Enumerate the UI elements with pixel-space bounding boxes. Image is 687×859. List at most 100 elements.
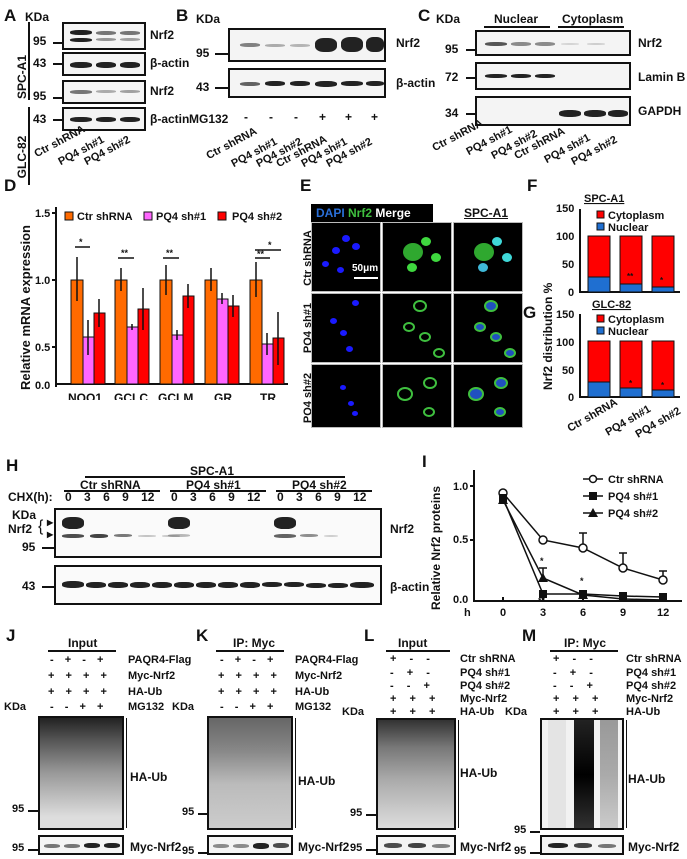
channel-dapi: DAPI <box>316 206 345 220</box>
svg-text:PQ4 sh#2: PQ4 sh#2 <box>608 508 658 520</box>
kda-label: KDa <box>25 10 50 24</box>
row-signs: - - + + <box>50 701 104 713</box>
kda-label: KDa <box>505 706 528 718</box>
svg-text:0.0: 0.0 <box>453 594 468 606</box>
nrf2-bracket-label: Nrf2 <box>8 522 33 536</box>
svg-text:Ctr shRNA: Ctr shRNA <box>77 211 133 223</box>
svg-text:Nuclear: Nuclear <box>608 326 649 338</box>
row-label: PAQR4-Flag <box>128 654 192 666</box>
image-nrf2 <box>382 364 452 428</box>
protein-label: HA-Ub <box>130 770 168 784</box>
marker-kda: 34 <box>445 106 459 120</box>
marker-kda: 43 <box>196 80 210 94</box>
panel-label: H <box>6 456 19 475</box>
svg-text:Cytoplasm: Cytoplasm <box>608 210 664 222</box>
blot-beta-actin <box>62 107 146 131</box>
protein-label: β-actin <box>396 76 436 90</box>
svg-text:150: 150 <box>556 309 574 321</box>
protein-label: Myc-Nrf2 <box>130 840 182 854</box>
row-signs: + + + + <box>218 686 277 698</box>
svg-text:GCLM: GCLM <box>158 391 193 400</box>
marker-kda: 95 <box>33 89 47 103</box>
marker-kda: 72 <box>445 70 459 84</box>
timepoints-group1: 0 3 6 9 12 <box>65 490 155 504</box>
marker-kda: 43 <box>22 579 36 593</box>
blot-beta-actin-chx <box>54 565 382 605</box>
image-nrf2 <box>382 293 452 363</box>
svg-text:Cytoplasm: Cytoplasm <box>608 314 664 326</box>
timepoints-group2: 0 3 6 9 12 <box>171 490 261 504</box>
svg-text:6: 6 <box>580 607 586 619</box>
image-merge <box>453 364 523 428</box>
kda-label: KDa <box>196 12 221 26</box>
treatment-sign: + <box>371 110 379 124</box>
row-signs: + + + + <box>48 670 107 682</box>
kda-label: KDa <box>12 508 37 522</box>
row-signs: + + + <box>553 706 599 718</box>
blot-beta-actin <box>228 68 386 98</box>
y-tick: 0.5 <box>35 342 50 354</box>
y-tick: 1.5 <box>35 208 50 220</box>
y-tick: 1.0 <box>35 275 50 287</box>
marker-kda: 95 <box>12 842 25 854</box>
scale-bar <box>354 277 378 279</box>
row-label: Ctr shRNA <box>460 653 516 665</box>
blot-ha-ub <box>38 716 124 830</box>
svg-text:PQ4 sh#2: PQ4 sh#2 <box>232 211 282 223</box>
svg-text:*: * <box>580 576 584 586</box>
blot-myc-nrf2 <box>376 835 456 855</box>
blot-myc-nrf2 <box>38 835 124 855</box>
svg-text:Relative Nrf2 proteins: Relative Nrf2 proteins <box>429 486 443 610</box>
row-signs: - - + + <box>220 701 274 713</box>
panel-label: L <box>364 626 375 645</box>
svg-text:Nuclear: Nuclear <box>608 222 649 234</box>
image-dapi: 50μm <box>311 222 381 292</box>
protein-label: β-actin <box>150 56 190 70</box>
marker-kda: 43 <box>33 56 47 70</box>
line-chart-nrf2-decay: Relative Nrf2 proteins 1.0 0.5 0.0 h 0 3 6 9 1… <box>429 470 682 619</box>
row-signs: - - + <box>390 680 430 692</box>
protein-label: GAPDH <box>638 104 682 118</box>
image-merge <box>453 293 523 363</box>
marker-kda: 95 <box>514 845 527 857</box>
svg-text:12: 12 <box>657 607 669 619</box>
blot-nrf2 <box>62 22 146 50</box>
svg-text:**: ** <box>166 248 174 258</box>
svg-text:**: ** <box>257 249 265 259</box>
svg-text:TR: TR <box>260 391 276 400</box>
protein-label: HA-Ub <box>460 766 498 780</box>
svg-text:3: 3 <box>540 607 546 619</box>
svg-text:GLC-82: GLC-82 <box>592 299 631 311</box>
blot-ha-ub <box>376 718 456 830</box>
channel-merge: Merge <box>375 206 411 220</box>
svg-text:*: * <box>540 556 544 566</box>
marker-kda: 95 <box>196 46 210 60</box>
marker-kda: 95 <box>33 34 47 48</box>
row-signs: + - - <box>390 653 430 665</box>
treatment-sign: - <box>294 110 298 124</box>
panel-label: B <box>176 6 189 25</box>
protein-label: Lamin B <box>638 70 686 84</box>
row-label: HA-Ub <box>626 706 661 718</box>
chx-label: CHX(h): <box>8 490 53 504</box>
svg-text:150: 150 <box>556 203 574 215</box>
row-signs: + + + + <box>48 686 107 698</box>
group-header: IP: Myc <box>233 636 276 650</box>
row-signs: + + + <box>390 693 436 705</box>
svg-text:PQ4 sh#1: PQ4 sh#1 <box>156 211 206 223</box>
y-tick: 0.0 <box>35 380 50 392</box>
svg-text:SPC-A1: SPC-A1 <box>584 193 624 205</box>
marker-kda: 95 <box>22 540 36 554</box>
image-dapi <box>311 364 381 428</box>
marker-kda: 95 <box>182 806 195 818</box>
protein-label: Myc-Nrf2 <box>298 840 350 854</box>
svg-text:Nrf2 distribution %: Nrf2 distribution % <box>541 282 555 390</box>
row-signs: + + + <box>553 693 599 705</box>
blot-gapdh <box>475 96 631 126</box>
svg-text:*: * <box>661 381 665 390</box>
cell-line-label: SPC-A1 <box>464 206 509 220</box>
group-label: Ctr shRNA <box>80 478 141 492</box>
svg-text:*: * <box>629 379 633 388</box>
blot-myc-nrf2 <box>540 835 624 855</box>
blot-nrf2 <box>228 28 386 62</box>
